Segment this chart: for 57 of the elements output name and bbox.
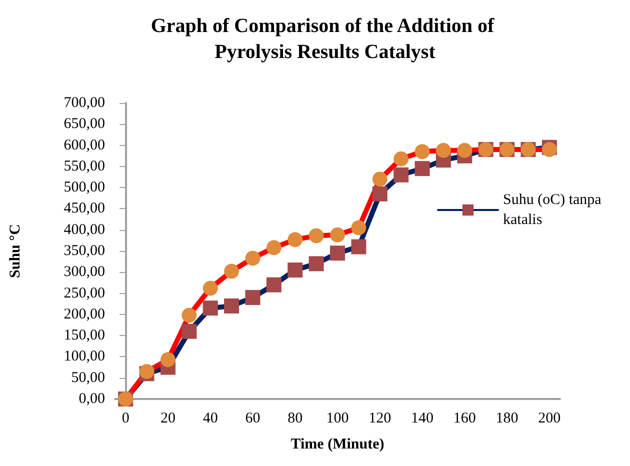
- x-tick-label: 140: [411, 410, 434, 426]
- x-tick-label: 60: [245, 410, 260, 426]
- point: [224, 264, 240, 279]
- y-tick-label: 350,00: [64, 243, 105, 259]
- y-tick-label: 450,00: [64, 200, 105, 217]
- y-tick-label: 400,00: [64, 222, 105, 238]
- x-tick-label: 20: [160, 410, 176, 426]
- point: [182, 308, 197, 323]
- x-tick-label: 40: [202, 410, 218, 426]
- point: [245, 250, 260, 266]
- y-tick-label: 250,00: [64, 285, 105, 302]
- point: [202, 300, 218, 316]
- x-tick-label: 160: [453, 410, 476, 426]
- point: [351, 239, 366, 254]
- point: [288, 262, 303, 278]
- y-axis-title: Suhu °C: [8, 224, 24, 278]
- y-tick-label: 150,00: [64, 328, 105, 344]
- point: [182, 324, 197, 339]
- point: [372, 186, 388, 202]
- point: [160, 352, 176, 368]
- y-tick-label: 700,00: [64, 95, 105, 111]
- x-tick-label: 100: [326, 410, 349, 426]
- point: [202, 280, 218, 296]
- y-tick-label: 0,00: [78, 391, 105, 407]
- point: [308, 256, 324, 272]
- x-tick-label: 0: [122, 410, 130, 426]
- point: [394, 167, 409, 182]
- point: [330, 227, 345, 242]
- point: [245, 290, 260, 306]
- y-tick-label: 600,00: [64, 137, 105, 154]
- point: [266, 240, 282, 256]
- y-tick-label: 100,00: [64, 348, 105, 365]
- point: [351, 220, 366, 236]
- legend-label: Suhu (oC) tanpa katalis: [503, 192, 606, 228]
- x-axis-title: Time (Minute): [290, 436, 384, 452]
- point: [288, 232, 303, 248]
- point: [414, 161, 430, 176]
- point: [436, 142, 451, 158]
- point: [266, 277, 282, 292]
- point: [224, 298, 240, 314]
- point: [414, 144, 430, 160]
- x-tick-label: 80: [288, 410, 303, 426]
- chart-title: Graph of Comparison of the Addition of Pyrolysis Results Catalyst: [150, 15, 500, 63]
- point: [372, 172, 388, 187]
- y-tick-label: 550,00: [64, 158, 105, 174]
- y-tick-label: 50,00: [71, 370, 105, 386]
- y-tick-label: 650,00: [64, 116, 105, 132]
- x-tick-label: 200: [538, 410, 561, 426]
- point: [394, 151, 409, 166]
- y-tick-label: 200,00: [64, 306, 105, 322]
- x-tick-label: 120: [368, 410, 392, 426]
- x-tick-label: 180: [496, 410, 518, 426]
- y-tick-label: 500,00: [64, 180, 105, 196]
- point: [457, 142, 472, 158]
- point: [308, 228, 324, 244]
- y-tick-label: 300,00: [64, 264, 105, 280]
- point: [330, 246, 345, 261]
